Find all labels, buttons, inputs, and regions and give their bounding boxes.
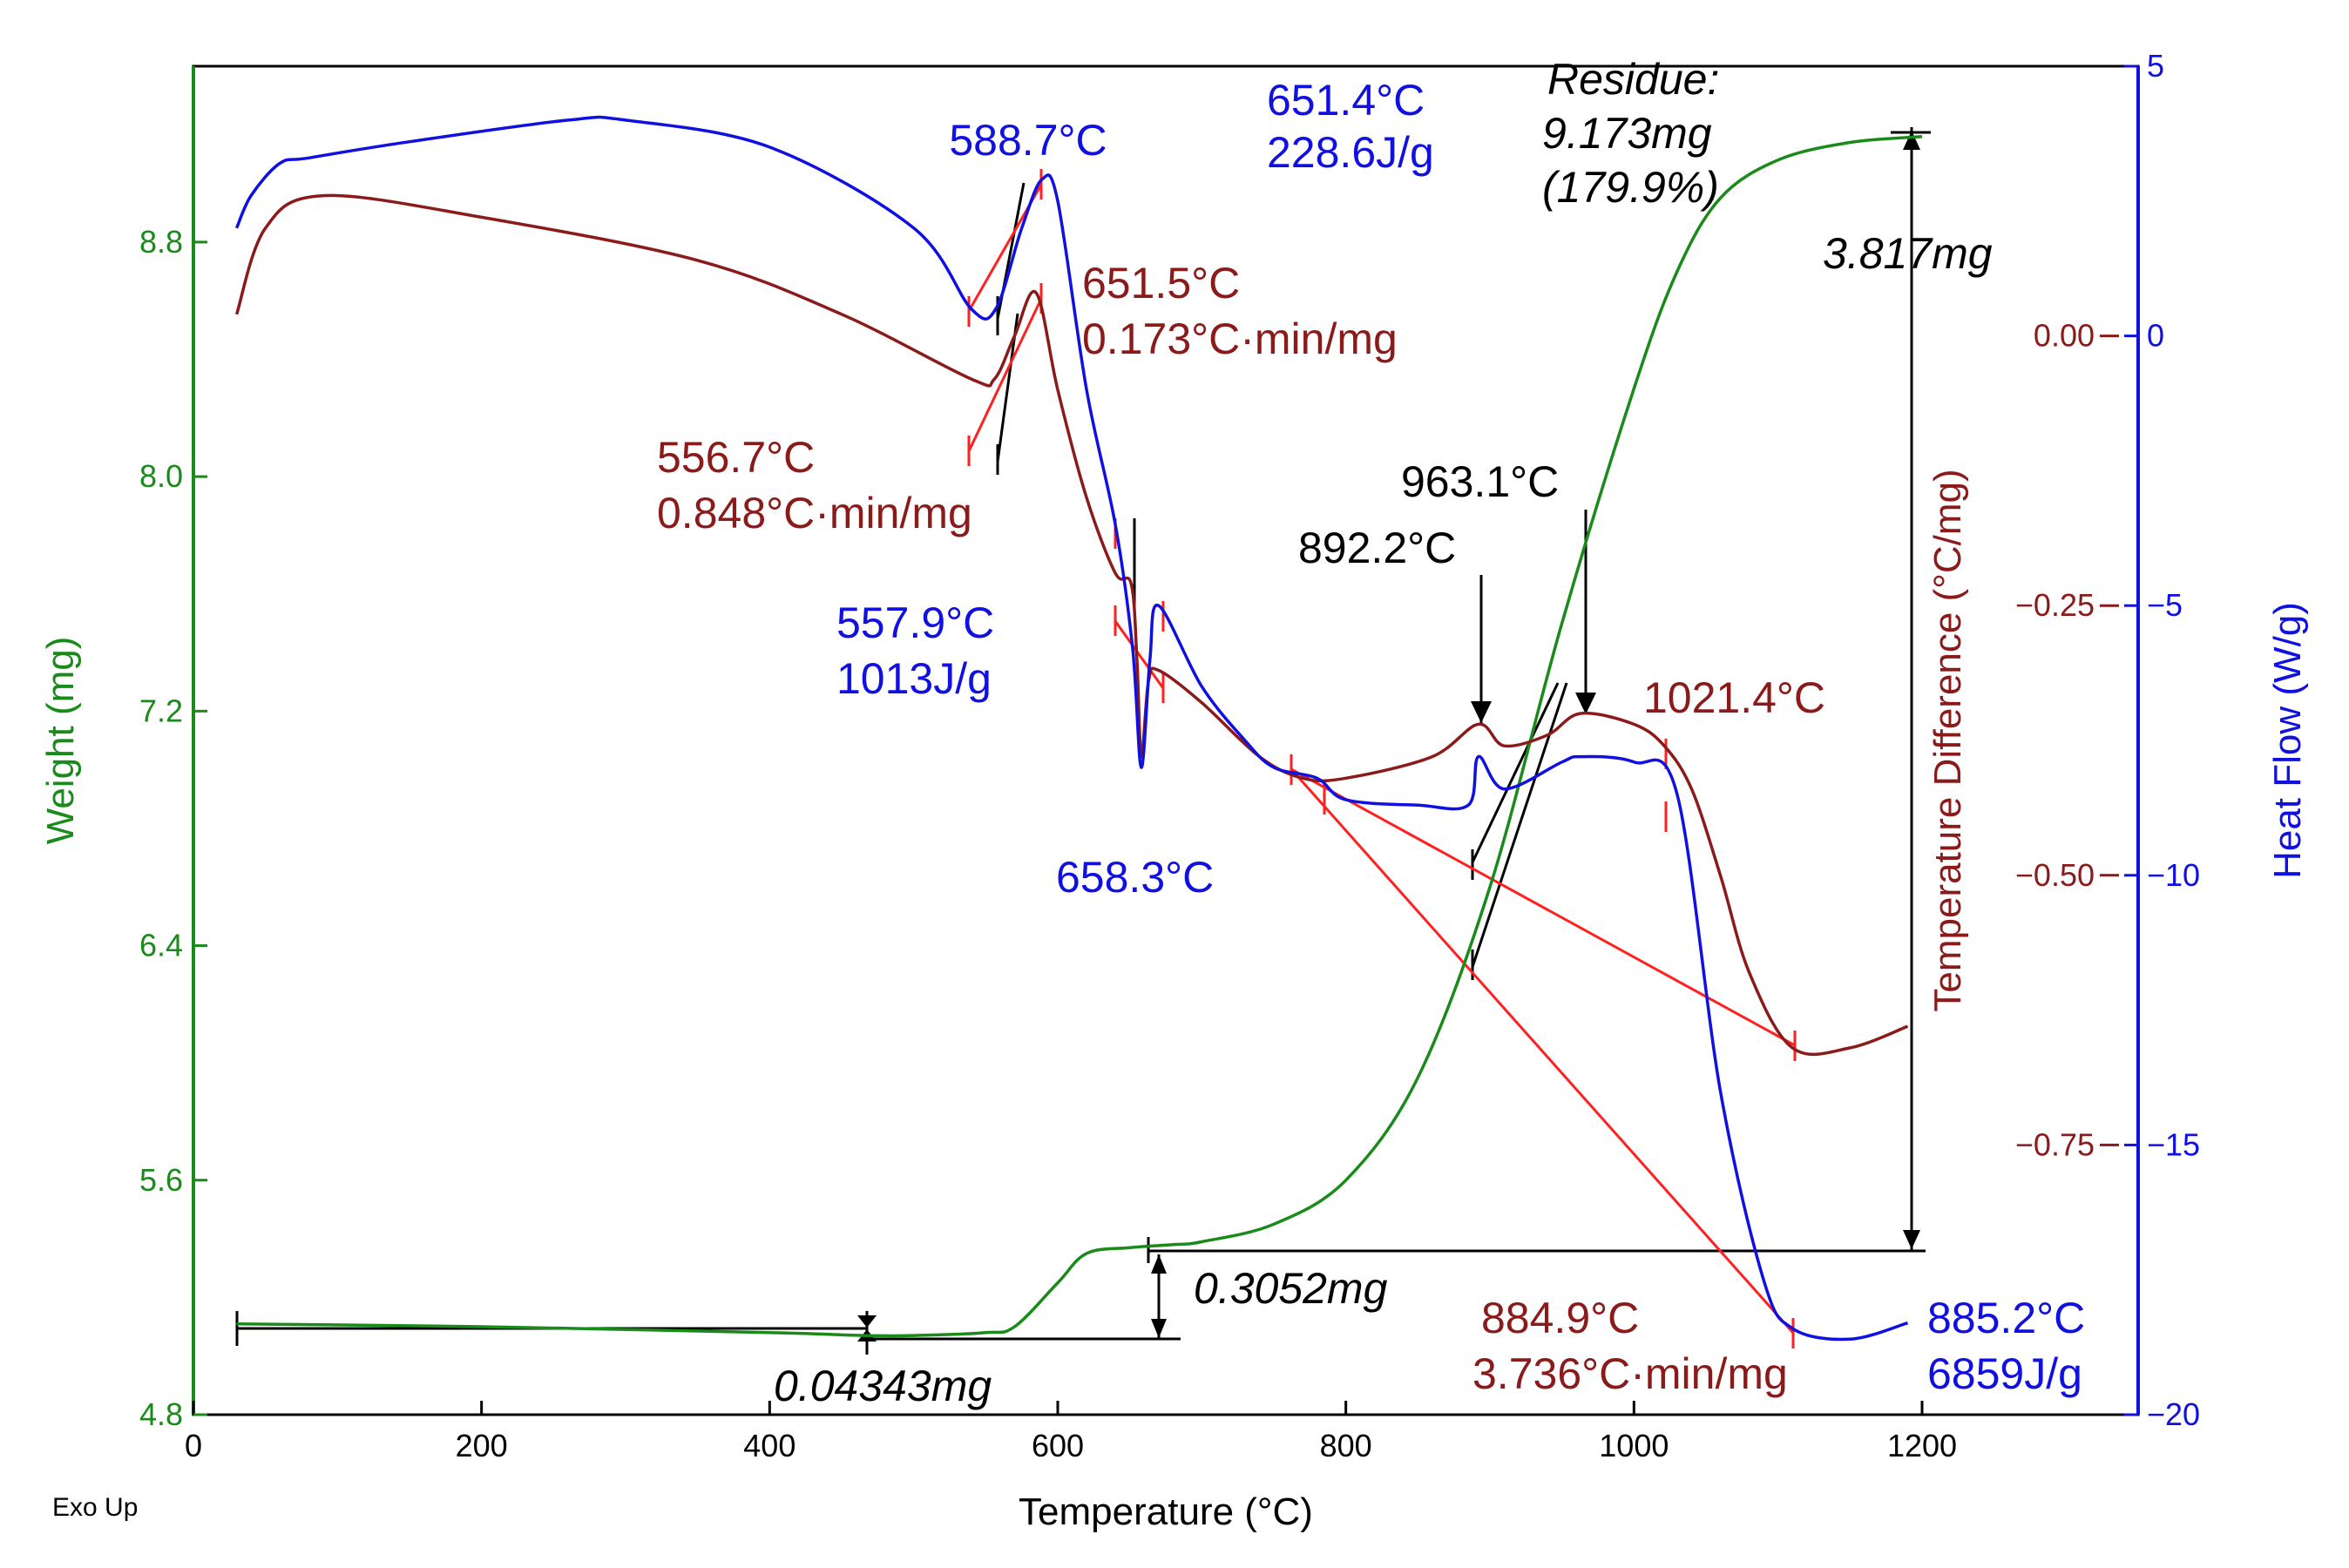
- tdiff-tick-label: −0.75: [2015, 1126, 2095, 1162]
- arrowhead-892: [1471, 701, 1492, 723]
- measurement-lines: [235, 127, 1931, 1355]
- weight-series-line: [236, 135, 1923, 1338]
- heat-flow-series-line: [234, 115, 1908, 1342]
- baseline-peak1-tdiff: [967, 298, 1043, 452]
- heat-flow-axis: 5 0 −5 −10 −15 −20: [2124, 48, 2200, 1432]
- annotation-mass-loss: 3.817mg: [1823, 229, 1993, 278]
- annotation-tdiff-651-area: 0.173°C·min/mg: [1082, 314, 1398, 363]
- arrowhead-step-bottom: [1151, 1319, 1167, 1338]
- tdiff-tick-label: −0.50: [2015, 857, 2095, 893]
- tdiff-tick-label: 0.00: [2034, 318, 2095, 354]
- annotation-peak1-temp: 588.7°C: [949, 116, 1107, 165]
- heat-flow-tick-label: 0: [2147, 318, 2164, 354]
- annotation-1021: 1021.4°C: [1643, 673, 1825, 722]
- weight-axis-title: Weight (mg): [39, 637, 82, 845]
- annotation-blue-885-temp: 885.2°C: [1927, 1294, 2085, 1342]
- heat-flow-tick-label: −10: [2147, 857, 2200, 893]
- x-tick-label: 400: [743, 1428, 795, 1463]
- annotation-blue-885-energy: 6859J/g: [1927, 1349, 2082, 1398]
- x-tick-label: 0: [185, 1428, 202, 1463]
- weight-tick-label: 8.0: [139, 458, 183, 494]
- integration-baselines: [967, 184, 1796, 1334]
- annotation-tdiff-884-area: 3.736°C·min/mg: [1472, 1349, 1788, 1398]
- tangent-high-2: [1471, 682, 1568, 968]
- annotation-residue-title: Residue:: [1547, 55, 1719, 104]
- heat-flow-tick-label: −5: [2147, 587, 2183, 623]
- annotation-residue-mass: 9.173mg: [1542, 109, 1712, 158]
- weight-tick-label: 8.8: [139, 224, 183, 260]
- weight-axis: 4.8 5.6 6.4 7.2 8.0 8.8: [139, 224, 207, 1432]
- annotation-residue-pct: (179.9%): [1542, 163, 1719, 212]
- arrowhead-963: [1575, 693, 1596, 714]
- heat-flow-tick-label: 5: [2147, 48, 2164, 84]
- arrowhead-step-top: [1151, 1254, 1167, 1274]
- annotation-tdiff-556-area: 0.848°C·min/mg: [657, 489, 972, 537]
- exo-up-label: Exo Up: [52, 1493, 138, 1522]
- heat-flow-tick-label: −15: [2147, 1126, 2200, 1162]
- annotation-blue-651-temp: 651.4°C: [1267, 76, 1425, 125]
- tdiff-tick-label: −0.25: [2015, 587, 2095, 623]
- annotation-blue-557-temp: 557.9°C: [836, 598, 994, 647]
- arrowhead-small-1: [857, 1315, 877, 1328]
- baseline-peak2: [1114, 620, 1165, 689]
- x-axis: 0 200 400 600 800 1000 1200: [185, 1401, 1957, 1463]
- annotation-963: 963.1°C: [1401, 457, 1559, 506]
- weight-tick-label: 5.6: [139, 1162, 183, 1198]
- x-tick-label: 600: [1032, 1428, 1084, 1463]
- annotation-658: 658.3°C: [1056, 853, 1214, 902]
- baseline-long-heat: [1290, 768, 1795, 1334]
- tdiff-axis-title: Temperature Difference (°C/mg): [1926, 469, 1969, 1011]
- annotations: 588.7°C 651.4°C 228.6J/g Residue: 9.173m…: [657, 55, 2085, 1410]
- annotation-blue-557-energy: 1013J/g: [836, 654, 992, 703]
- weight-tick-label: 4.8: [139, 1396, 183, 1432]
- x-axis-title: Temperature (°C): [1019, 1490, 1313, 1533]
- arrowhead-residue-top: [1903, 131, 1920, 150]
- temperature-difference-axis: 0.00 −0.25 −0.50 −0.75: [2015, 318, 2119, 1162]
- annotation-tdiff-651-temp: 651.5°C: [1082, 259, 1240, 308]
- baseline-long-tdiff: [1290, 767, 1796, 1047]
- annotation-892: 892.2°C: [1298, 524, 1456, 572]
- annotation-step-mass: 0.3052mg: [1194, 1264, 1388, 1313]
- x-tick-label: 800: [1320, 1428, 1372, 1463]
- heat-flow-axis-title: Heat Flow (W/g): [2266, 602, 2309, 879]
- weight-tick-label: 6.4: [139, 928, 183, 963]
- annotation-tdiff-556-temp: 556.7°C: [657, 433, 815, 482]
- heat-flow-tick-label: −20: [2147, 1396, 2200, 1432]
- x-tick-label: 1000: [1599, 1428, 1669, 1463]
- arrow-heads: [857, 131, 1920, 1342]
- tangent-high-1: [1471, 682, 1560, 863]
- weight-tick-label: 7.2: [139, 693, 183, 728]
- x-tick-label: 1200: [1887, 1428, 1957, 1463]
- arrowhead-residue-bottom: [1903, 1230, 1920, 1249]
- annotation-initial-mass: 0.04343mg: [774, 1362, 992, 1410]
- x-tick-label: 200: [456, 1428, 508, 1463]
- annotation-tdiff-884-temp: 884.9°C: [1481, 1294, 1639, 1342]
- annotation-blue-651-energy: 228.6J/g: [1267, 128, 1434, 177]
